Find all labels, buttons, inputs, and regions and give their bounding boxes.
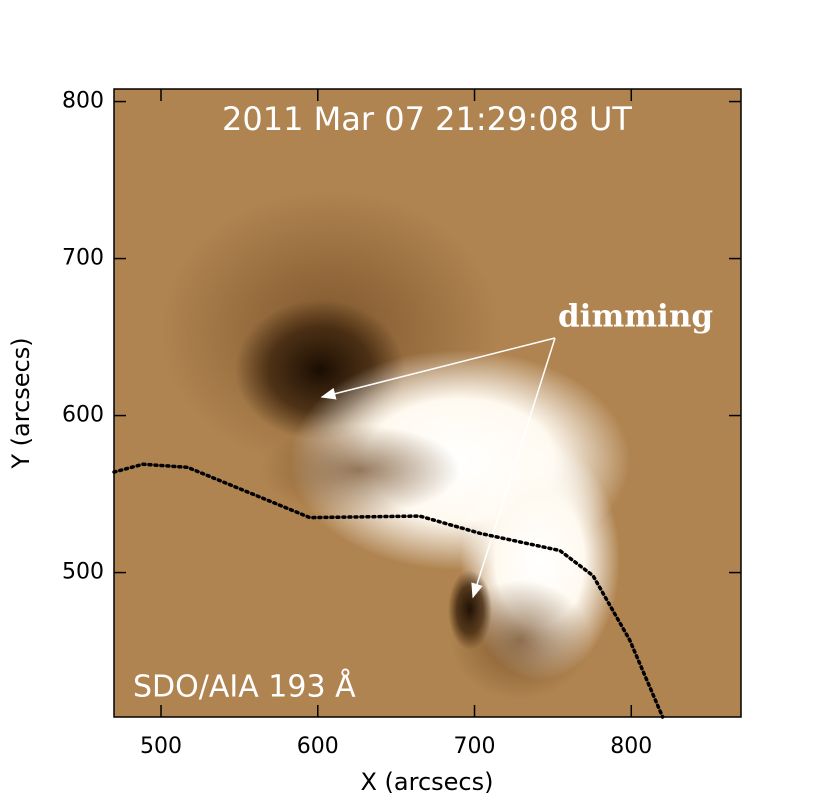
y-tick-label: 500 [62, 560, 104, 585]
y-tick-label: 600 [62, 403, 104, 428]
instrument-label: SDO/AIA 193 Å [133, 669, 356, 705]
x-tick-label: 500 [140, 734, 182, 759]
y-tick-label: 800 [62, 89, 104, 114]
arrow [320, 337, 556, 400]
x-tick-label: 700 [454, 734, 496, 759]
x-tick-label: 600 [297, 734, 339, 759]
arrow [471, 337, 556, 599]
x-axis-label: X (arcsecs) [360, 768, 493, 796]
y-axis-label: Y (arcsecs) [7, 337, 35, 469]
plot-frame [113, 88, 742, 718]
timestamp: 2011 Mar 07 21:29:08 UT [222, 100, 632, 138]
solar-image [114, 89, 741, 717]
y-tick-label: 700 [62, 246, 104, 271]
x-tick-label: 800 [610, 734, 652, 759]
boundary-line [112, 462, 665, 719]
dimming-label: dimming [558, 299, 713, 335]
